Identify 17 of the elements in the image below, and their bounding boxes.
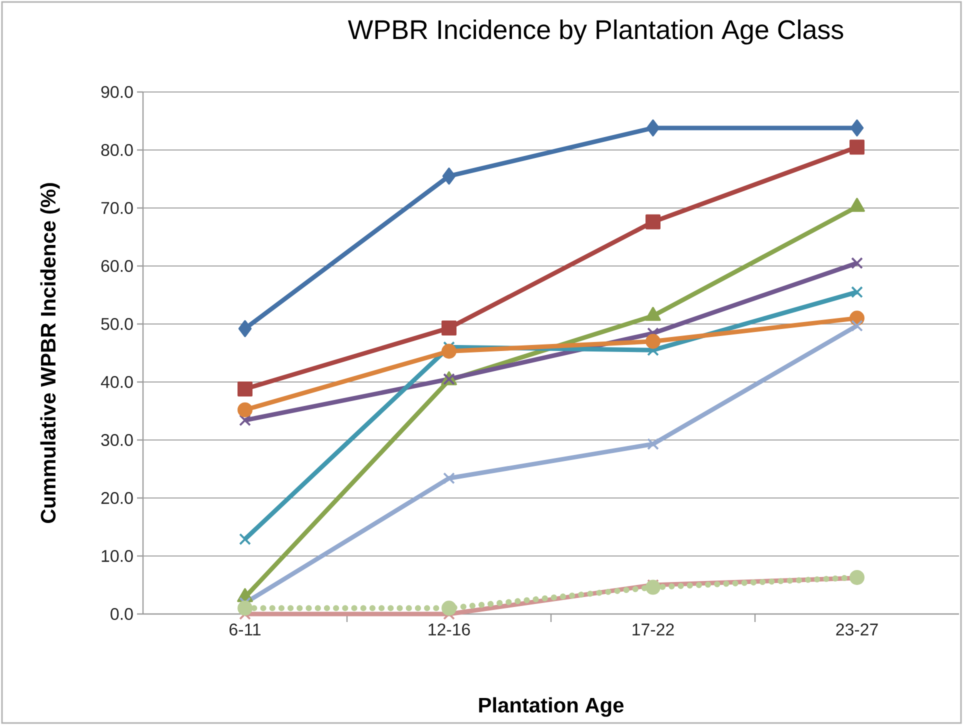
y-axis-title: Cummulative WPBR Incidence (%) bbox=[40, 183, 60, 524]
x-tick-label: 12-16 bbox=[428, 624, 470, 636]
y-tick-label: 20.0 bbox=[101, 492, 133, 504]
chart-title: WPBR Incidence by Plantation Age Class bbox=[348, 19, 844, 45]
y-tick-label: 30.0 bbox=[101, 434, 133, 446]
x-tick-label: 23-27 bbox=[836, 624, 878, 636]
x-tick-label: 17-22 bbox=[632, 624, 674, 636]
y-tick-label: 90.0 bbox=[101, 86, 133, 98]
y-tick-label: 40.0 bbox=[100, 376, 133, 388]
x-axis-title: Plantation Age bbox=[479, 697, 624, 717]
y-tick-label: 70.0 bbox=[101, 202, 133, 214]
y-tick-label: 0.0 bbox=[110, 608, 133, 620]
y-tick-label: 80.0 bbox=[101, 144, 133, 156]
x-tick-label: 6-11 bbox=[230, 624, 260, 636]
y-tick-label: 50.0 bbox=[101, 318, 133, 330]
y-tick-label: 10.0 bbox=[102, 550, 133, 562]
y-tick-label: 60.0 bbox=[101, 260, 133, 272]
